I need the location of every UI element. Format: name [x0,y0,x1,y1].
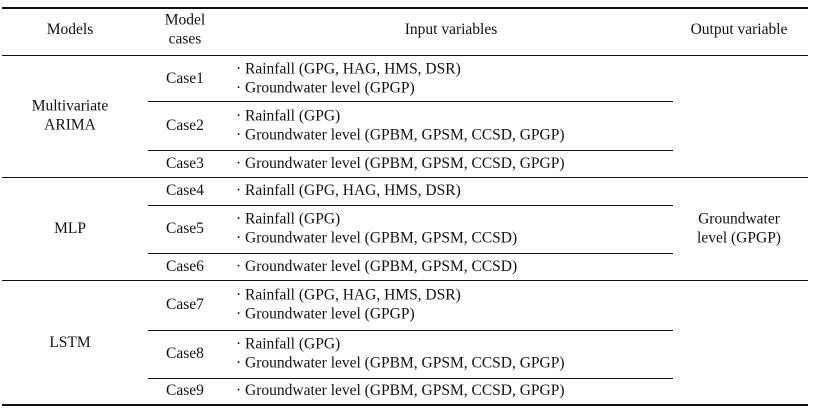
input-variable-item: · Groundwater level (GPBM, GPSM, CCSD, G… [236,354,565,371]
input-variable-item: · Rainfall (GPG) [236,210,341,228]
model-group-mlp-text: MLP [54,219,86,237]
case-cell: Case8 [166,345,204,364]
input-variable-item: · Groundwater level (GPGP) [236,79,415,96]
case-label: Case9 [166,381,204,399]
group-rule-arima-mlp [2,177,808,178]
input-variables-cell: · Rainfall (GPG, HAG, HMS, DSR) · Ground… [236,287,461,324]
case-label: Case6 [166,257,204,275]
case-label: Case8 [166,344,204,362]
row-rule-case7-case8 [148,330,673,331]
input-variable-item: · Groundwater level (GPBM, GPSM, CCSD, G… [236,126,565,143]
header-output-variable: Output variable [691,21,788,40]
case-cell: Case6 [166,258,204,277]
input-variables-cell: · Groundwater level (GPBM, GPSM, CCSD, G… [236,155,565,174]
row-rule-case4-case5 [148,205,673,206]
input-variables-cell: · Rainfall (GPG, HAG, HMS, DSR) · Ground… [236,61,461,98]
header-output-variable-text: Output variable [690,20,788,38]
input-variable-item: · Groundwater level (GPGP) [236,305,415,322]
input-variable-item: · Rainfall (GPG) [236,107,341,125]
input-variables-cell: · Groundwater level (GPBM, GPSM, CCSD, G… [236,382,565,401]
row-rule-case5-case6 [148,253,673,254]
header-model-cases-line2: cases [168,30,202,47]
input-variables-cell: · Rainfall (GPG) · Groundwater level (GP… [236,108,565,145]
model-group-arima-line1: Multivariate [31,97,109,115]
case-label: Case5 [166,219,204,237]
model-group-lstm: LSTM [49,334,90,353]
model-group-arima-line2: ARIMA [44,116,96,133]
case-cell: Case5 [166,220,204,239]
input-variable-item: · Rainfall (GPG, HAG, HMS, DSR) [236,60,461,78]
input-variables-cell: · Groundwater level (GPBM, GPSM, CCSD) [236,258,517,277]
row-rule-case8-case9 [148,378,673,379]
input-variables-cell: · Rainfall (GPG, HAG, HMS, DSR) [236,182,461,201]
model-group-arima: Multivariate ARIMA [32,98,109,135]
model-group-mlp: MLP [54,220,86,239]
input-variable-item: · Rainfall (GPG) [236,335,341,353]
header-rule [2,55,808,56]
input-variable-item: · Rainfall (GPG, HAG, HMS, DSR) [236,286,461,304]
input-variable-item: · Groundwater level (GPBM, GPSM, CCSD) [236,229,518,246]
case-cell: Case4 [166,182,204,201]
case-label: Case2 [166,116,204,134]
case-label: Case3 [166,154,204,172]
input-variable-item: · Groundwater level (GPBM, GPSM, CCSD, G… [236,381,565,399]
case-cell: Case2 [166,117,204,136]
output-variable-line2: level (GPGP) [697,229,781,246]
output-variable-line1: Groundwater [698,210,780,228]
header-models: Models [47,21,94,40]
model-group-lstm-text: LSTM [49,333,91,351]
row-rule-case2-case3 [148,150,673,151]
case-label: Case4 [166,181,204,199]
input-variable-item: · Rainfall (GPG, HAG, HMS, DSR) [236,181,461,199]
case-cell: Case1 [166,70,204,89]
case-cell: Case9 [166,382,204,401]
case-label: Case7 [166,295,204,313]
input-variables-cell: · Rainfall (GPG) · Groundwater level (GP… [236,336,565,373]
case-cell: Case7 [166,296,204,315]
bottom-rule [2,404,808,406]
row-rule-case1-case2 [148,101,673,102]
input-variables-cell: · Rainfall (GPG) · Groundwater level (GP… [236,211,517,248]
header-input-variables: Input variables [405,21,498,40]
case-cell: Case3 [166,155,204,174]
input-variable-item: · Groundwater level (GPBM, GPSM, CCSD, G… [236,154,565,172]
header-models-text: Models [46,20,94,38]
group-rule-mlp-lstm [2,280,808,281]
header-model-cases: Model cases [165,12,205,49]
case-label: Case1 [166,69,204,87]
input-variable-item: · Groundwater level (GPBM, GPSM, CCSD) [236,257,518,275]
output-variable-cell: Groundwater level (GPGP) [697,211,781,248]
header-model-cases-line1: Model [164,11,206,29]
header-input-variables-text: Input variables [404,20,498,38]
top-rule [2,7,808,9]
